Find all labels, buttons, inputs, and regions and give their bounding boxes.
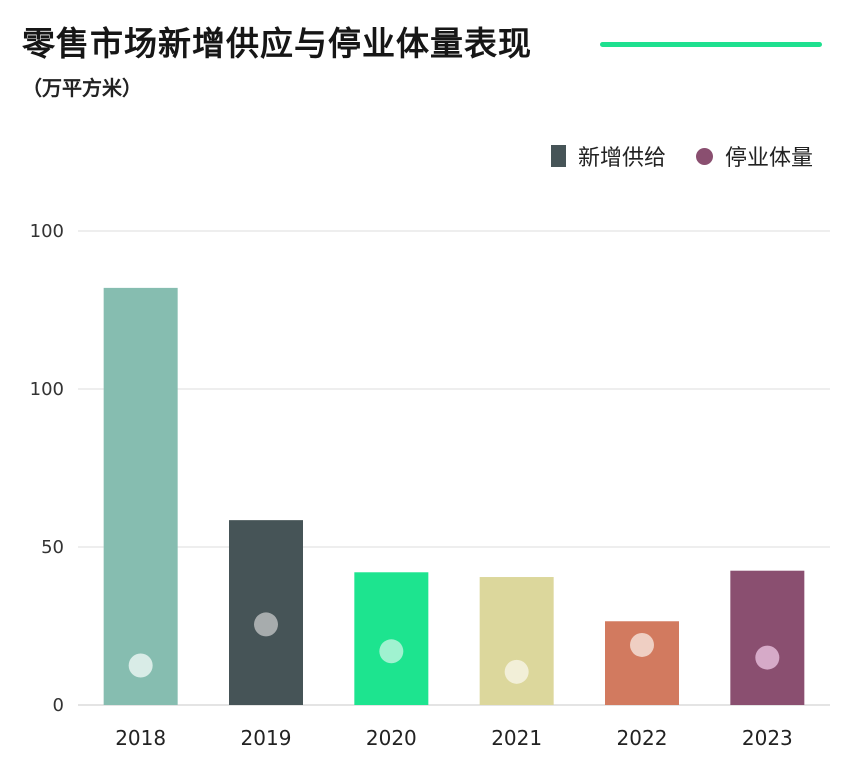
x-tick-label: 2020	[366, 726, 417, 750]
y-tick-label: 100	[30, 379, 64, 400]
closure-dots	[128, 612, 780, 684]
y-tick-label: 0	[53, 695, 64, 716]
bar-2018	[103, 287, 178, 705]
y-axis-tick-labels: 0 50 100 100	[30, 221, 64, 716]
x-tick-label: 2018	[115, 726, 166, 750]
x-axis-tick-labels: 2018 2019 2020 2021 2022 2023	[115, 726, 793, 750]
closure-dot-2021	[504, 659, 529, 684]
x-tick-label: 2023	[742, 726, 793, 750]
legend-supply-swatch	[550, 145, 566, 167]
closure-dot-2022	[630, 632, 654, 657]
chart-unit-subtitle: （万平方米）	[22, 76, 142, 100]
x-tick-label: 2021	[491, 726, 542, 750]
bar-2020	[354, 572, 429, 705]
chart-legend: 新增供给 停业体量	[521, 140, 813, 172]
bar-2023	[730, 570, 805, 705]
x-tick-label: 2022	[617, 726, 668, 750]
chart-title: 零售市场新增供应与停业体量表现	[22, 24, 532, 63]
closure-dot-2018	[128, 653, 153, 678]
closure-dot-2020	[379, 639, 404, 664]
supply-bars	[103, 287, 805, 705]
legend-item-supply: 新增供给	[550, 140, 666, 172]
legend-supply-label: 新增供给	[577, 146, 666, 171]
x-tick-label: 2019	[241, 726, 292, 750]
title-accent-line	[600, 42, 822, 47]
y-tick-label: 100	[30, 221, 64, 242]
bar-2021	[479, 577, 554, 705]
legend-item-closure: 停业体量	[695, 140, 813, 172]
chart-gridlines	[78, 230, 830, 706]
legend-closure-label: 停业体量	[724, 146, 813, 171]
legend-closure-dot	[695, 147, 713, 165]
y-tick-label: 50	[41, 537, 64, 558]
closure-dot-2023	[755, 645, 780, 670]
closure-dot-2019	[254, 612, 278, 637]
